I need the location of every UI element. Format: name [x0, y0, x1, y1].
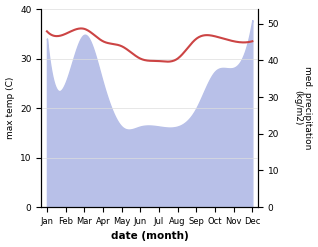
Y-axis label: max temp (C): max temp (C) [5, 77, 15, 139]
Y-axis label: med. precipitation
(kg/m2): med. precipitation (kg/m2) [293, 66, 313, 150]
X-axis label: date (month): date (month) [111, 231, 189, 242]
